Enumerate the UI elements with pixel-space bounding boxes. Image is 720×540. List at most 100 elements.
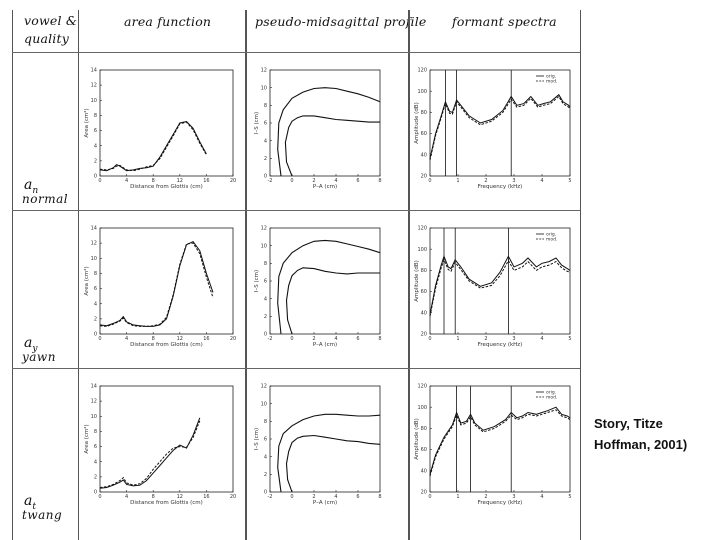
header-area-function: area function bbox=[124, 14, 212, 29]
x-tick-label: 6 bbox=[356, 494, 359, 500]
grid-line-right bbox=[580, 10, 581, 540]
x-tick-label: 2 bbox=[312, 336, 315, 342]
y-tick-label: 6 bbox=[264, 121, 267, 127]
header-vowel: vowel & bbox=[24, 13, 78, 28]
vowel-symbol: a bbox=[24, 335, 33, 351]
x-tick-label: 0 bbox=[290, 178, 293, 184]
y-tick-label: 8 bbox=[94, 271, 97, 277]
series-line-orig bbox=[99, 240, 214, 327]
series-line-inner bbox=[284, 115, 380, 177]
header-vowel-quality: vowel & quality bbox=[24, 12, 77, 48]
y-tick-label: 14 bbox=[91, 68, 97, 74]
y-tick-label: 60 bbox=[421, 289, 427, 295]
chart-spectra-yawn: 0 1 2 3 4 5 20 40 60 80 100 120 Frequency (kHz) Ampli… bbox=[414, 226, 572, 348]
y-tick-label: 80 bbox=[421, 268, 427, 274]
chart-profile-twang: -2 0 2 4 6 8 0 2 4 6 8 10 12 P–A (cm) I–S (cm) bbox=[254, 384, 382, 506]
chart-spectra-twang: 0 1 2 3 4 5 20 40 60 80 100 120 Frequency (kHz) Ampli… bbox=[414, 384, 572, 506]
series-line-mod bbox=[99, 420, 201, 488]
x-tick-label: 3 bbox=[512, 336, 515, 342]
y-tick-label: 2 bbox=[94, 316, 97, 322]
y-axis-label: Amplitude (dB) bbox=[414, 102, 420, 144]
plot-frame bbox=[99, 385, 234, 493]
grid-line-col3 bbox=[408, 10, 410, 540]
citation: Story, Titze Hoffman, 2001) bbox=[594, 413, 687, 455]
x-tick-label: 5 bbox=[568, 494, 571, 500]
header-formant-spectra: formant spectra bbox=[452, 14, 557, 29]
x-tick-label: 8 bbox=[152, 494, 155, 500]
y-tick-label: 6 bbox=[264, 279, 267, 285]
grid-line-col1 bbox=[78, 10, 79, 540]
y-tick-label: 10 bbox=[91, 98, 97, 104]
y-tick-label: 0 bbox=[264, 490, 267, 496]
chart-area-normal: 0 4 8 12 16 20 0 2 4 6 8 10 12 14 Distance from Glotti… bbox=[83, 68, 236, 190]
grid-line-header bbox=[12, 52, 580, 53]
citation-line2: Hoffman, 2001) bbox=[594, 437, 688, 452]
y-tick-label: 2 bbox=[94, 474, 97, 480]
citation-line1: Story, Titze bbox=[594, 416, 663, 431]
y-tick-label: 4 bbox=[94, 143, 97, 149]
y-axis-label: Area (cm²) bbox=[83, 424, 90, 453]
series-line-inner bbox=[285, 267, 380, 335]
y-axis-label: Area (cm²) bbox=[83, 266, 90, 295]
y-tick-label: 0 bbox=[94, 332, 97, 338]
x-tick-label: 0 bbox=[428, 336, 431, 342]
series-line-outer bbox=[277, 239, 381, 335]
series-line-inner bbox=[285, 434, 381, 493]
x-tick-label: 0 bbox=[98, 494, 101, 500]
y-tick-label: 20 bbox=[421, 332, 427, 338]
x-tick-label: -2 bbox=[268, 178, 273, 184]
x-tick-label: 12 bbox=[177, 336, 183, 342]
x-tick-label: 6 bbox=[356, 178, 359, 184]
chart-spectra-normal: 0 1 2 3 4 5 20 40 60 80 100 120 Frequency (kHz) Ampli… bbox=[414, 68, 572, 190]
y-tick-label: 120 bbox=[417, 68, 427, 74]
x-tick-label: 4 bbox=[125, 178, 128, 184]
header-midsagittal-profile: pseudo-midsagittal profile bbox=[255, 14, 427, 29]
y-tick-label: 12 bbox=[261, 68, 267, 74]
y-tick-label: 20 bbox=[421, 174, 427, 180]
y-axis-label: Amplitude (dB) bbox=[414, 418, 420, 460]
legend-label: orig. bbox=[546, 232, 556, 238]
series-line-orig bbox=[99, 120, 207, 172]
grid-line-col2 bbox=[245, 10, 247, 540]
y-tick-label: 10 bbox=[261, 401, 267, 407]
x-tick-label: 4 bbox=[334, 494, 337, 500]
x-tick-label: 1 bbox=[456, 178, 459, 184]
series-line-outer bbox=[277, 413, 381, 493]
y-tick-label: 10 bbox=[261, 243, 267, 249]
row-normal-vowel: an bbox=[24, 178, 38, 196]
x-tick-label: 4 bbox=[334, 336, 337, 342]
x-axis-label: P–A (cm) bbox=[313, 342, 337, 348]
y-tick-label: 12 bbox=[261, 384, 267, 390]
x-axis-label: P–A (cm) bbox=[313, 184, 337, 190]
x-tick-label: 12 bbox=[177, 494, 183, 500]
series-line-mod bbox=[99, 242, 214, 327]
x-axis-label: Frequency (kHz) bbox=[478, 184, 523, 190]
grid-line-row2 bbox=[12, 368, 580, 369]
x-tick-label: 2 bbox=[312, 494, 315, 500]
x-axis-label: Distance from Glottis (cm) bbox=[130, 342, 203, 348]
header-quality: quality bbox=[24, 31, 69, 46]
row-yawn-quality: yawn bbox=[22, 350, 56, 364]
y-tick-label: 0 bbox=[94, 490, 97, 496]
x-tick-label: 4 bbox=[334, 178, 337, 184]
x-tick-label: 3 bbox=[512, 178, 515, 184]
y-tick-label: 2 bbox=[264, 156, 267, 162]
legend-label: mod. bbox=[546, 395, 557, 401]
y-tick-label: 60 bbox=[421, 447, 427, 453]
y-tick-label: 120 bbox=[417, 226, 427, 232]
chart-svg: 0 4 8 12 16 20 0 2 4 6 8 10 12 14 Distance from Glotti… bbox=[83, 226, 236, 348]
x-tick-label: 0 bbox=[290, 336, 293, 342]
x-tick-label: 8 bbox=[152, 336, 155, 342]
y-axis-label: I–S (cm) bbox=[254, 428, 260, 450]
chart-svg: 0 4 8 12 16 20 0 2 4 6 8 10 12 14 Distance from Glotti… bbox=[83, 68, 236, 190]
vowel-symbol: a bbox=[24, 177, 33, 193]
x-tick-label: 0 bbox=[98, 336, 101, 342]
chart-svg: 0 1 2 3 4 5 20 40 60 80 100 120 Frequency (kHz) Ampli… bbox=[414, 226, 572, 348]
y-tick-label: 60 bbox=[421, 131, 427, 137]
x-tick-label: 12 bbox=[177, 178, 183, 184]
chart-area-twang: 0 4 8 12 16 20 0 2 4 6 8 10 12 14 Distance from Glotti… bbox=[83, 384, 236, 506]
x-tick-label: 1 bbox=[456, 336, 459, 342]
y-tick-label: 4 bbox=[264, 138, 267, 144]
